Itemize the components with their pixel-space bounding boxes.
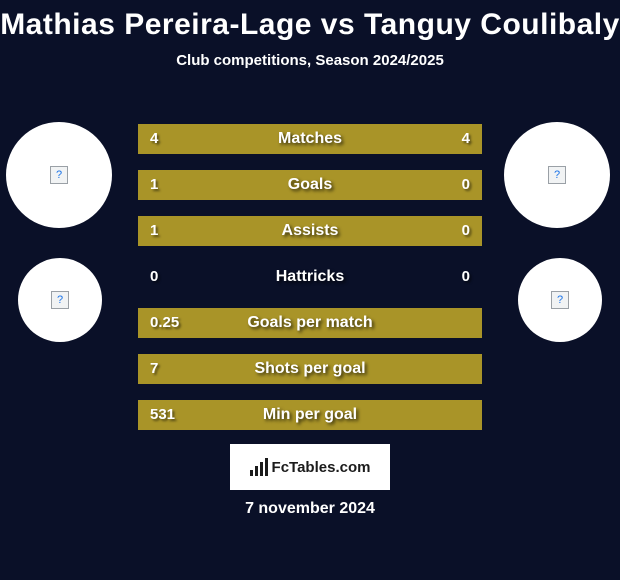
player1-club-avatar: ? bbox=[18, 258, 102, 342]
broken-image-icon: ? bbox=[51, 291, 69, 309]
stat-bar-left bbox=[138, 170, 403, 200]
broken-image-icon: ? bbox=[50, 166, 68, 184]
stat-row: 10Assists bbox=[138, 216, 482, 246]
stat-bar-left bbox=[138, 216, 403, 246]
player1-avatar: ? bbox=[6, 122, 112, 228]
stat-row: 7Shots per goal bbox=[138, 354, 482, 384]
stat-row: 44Matches bbox=[138, 124, 482, 154]
player2-avatar: ? bbox=[504, 122, 610, 228]
stat-bar-right bbox=[403, 170, 482, 200]
stat-value-right: 0 bbox=[462, 262, 470, 292]
stat-row: 531Min per goal bbox=[138, 400, 482, 430]
stat-track: 44Matches bbox=[138, 124, 482, 154]
page-title: Mathias Pereira-Lage vs Tanguy Coulibaly bbox=[0, 0, 620, 42]
stat-value-left: 1 bbox=[150, 216, 158, 246]
stat-row: 0 0Hattricks bbox=[138, 262, 482, 292]
stats-container: 44Matches10Goals10Assists00Hattricks0.25… bbox=[138, 124, 482, 446]
stat-value-right: 0 bbox=[462, 170, 470, 200]
stat-value-left: 0 bbox=[150, 262, 158, 292]
stat-track: 531Min per goal bbox=[138, 400, 482, 430]
stat-bar-left bbox=[138, 308, 482, 338]
stat-track: 10Goals bbox=[138, 170, 482, 200]
stat-row: 10Goals bbox=[138, 170, 482, 200]
stat-bar-left bbox=[138, 124, 310, 154]
broken-image-icon: ? bbox=[551, 291, 569, 309]
site-logo: FcTables.com bbox=[230, 444, 390, 490]
stat-track: 10Assists bbox=[138, 216, 482, 246]
stat-bar-right bbox=[310, 124, 482, 154]
stat-bar-right bbox=[403, 216, 482, 246]
stat-value-left: 4 bbox=[150, 124, 158, 154]
stat-value-right: 4 bbox=[462, 124, 470, 154]
stat-track: 0 0Hattricks bbox=[138, 262, 482, 292]
stat-label: Hattricks bbox=[138, 262, 482, 292]
stat-bar-left bbox=[138, 354, 482, 384]
page-subtitle: Club competitions, Season 2024/2025 bbox=[0, 52, 620, 69]
stat-value-left: 1 bbox=[150, 170, 158, 200]
stat-bar-left bbox=[138, 400, 482, 430]
bar-chart-icon bbox=[250, 458, 268, 476]
logo-text: FcTables.com bbox=[272, 459, 371, 476]
stat-value-right: 0 bbox=[462, 216, 470, 246]
stat-row: 0.25Goals per match bbox=[138, 308, 482, 338]
snapshot-date: 7 november 2024 bbox=[0, 500, 620, 518]
broken-image-icon: ? bbox=[548, 166, 566, 184]
stat-track: 7Shots per goal bbox=[138, 354, 482, 384]
player2-club-avatar: ? bbox=[518, 258, 602, 342]
stat-track: 0.25Goals per match bbox=[138, 308, 482, 338]
stat-value-left: 7 bbox=[150, 354, 158, 384]
stat-value-left: 531 bbox=[150, 400, 175, 430]
stat-value-left: 0.25 bbox=[150, 308, 179, 338]
